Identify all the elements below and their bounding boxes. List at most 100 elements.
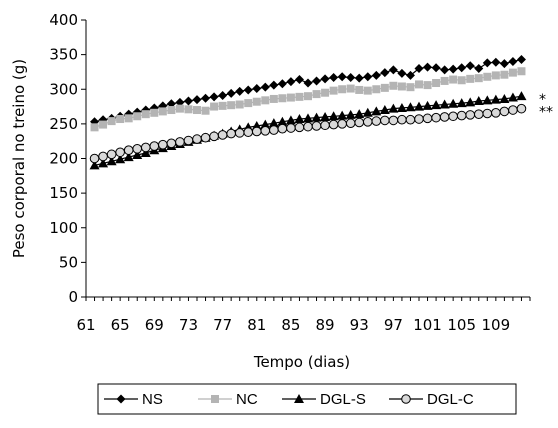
data-point-nc [141,110,150,119]
data-point-dgl-s [362,107,373,117]
data-point-dgl-c [337,119,347,129]
data-point-dgl-c [260,126,271,136]
x-tick-label: 97 [384,316,403,334]
data-point-dgl-s [499,93,510,103]
data-point-dgl-s [277,116,288,126]
data-point-nc [372,85,381,94]
data-point-ns [329,72,339,82]
data-point-nc [389,81,398,90]
data-point-ns [354,73,364,83]
data-point-nc [244,99,253,108]
x-tick-label: 77 [213,316,232,334]
data-point-dgl-c [320,120,330,131]
data-point-dgl-c [508,105,518,115]
data-point-ns [431,63,441,73]
data-point-dgl-s [448,98,459,108]
data-point-nc [508,68,517,77]
data-point-nc [380,83,389,92]
data-point-ns [491,57,501,67]
data-point-dgl-c [217,130,228,140]
data-point-dgl-s [294,114,305,124]
data-point-dgl-s [89,160,100,170]
data-point-dgl-c [448,111,458,122]
data-point-ns [448,64,458,74]
data-point-ns [294,75,304,85]
data-point-dgl-c [149,141,160,151]
data-point-dgl-c [422,113,433,124]
data-point-dgl-c [158,139,168,150]
data-point-dgl-s [337,110,348,120]
data-point-dgl-c [132,144,143,154]
data-point-dgl-s [379,105,390,115]
data-point-dgl-c [465,110,476,120]
data-point-ns [380,68,390,78]
data-point-nc [466,74,475,83]
data-point-ns [312,76,322,86]
data-point-nc [175,104,184,113]
x-axis-title: Tempo (dias) [253,353,350,371]
data-point-nc [158,107,167,116]
x-tick-label: 105 [447,316,476,334]
data-point-nc [491,71,500,80]
data-point-dgl-c [362,116,373,127]
data-point-dgl-c [286,123,296,133]
data-point-dgl-c [328,119,339,130]
data-point-ns [508,57,518,67]
data-point-nc [406,83,415,92]
data-point-ns [235,86,245,96]
data-point-nc [252,97,261,106]
data-point-nc [218,101,227,110]
data-point-ns [277,79,287,89]
data-point-ns [371,70,381,80]
data-point-nc [201,106,210,115]
data-point-dgl-s [328,111,339,121]
legend-item-ns: NS [104,391,163,408]
data-point-ns [252,84,262,94]
data-point-ns [183,96,193,106]
data-point-ns [346,72,356,82]
data-point-nc [440,76,449,85]
y-tick-label: 350 [49,46,78,64]
data-point-dgl-c [294,122,305,133]
data-point-nc [329,86,338,95]
data-point-dgl-s [456,98,467,108]
data-point-dgl-c [397,114,407,125]
data-point-nc [261,96,270,105]
data-point-nc [269,94,278,103]
data-point-dgl-c [226,128,236,139]
data-point-dgl-c [277,123,288,134]
data-point-ns [260,82,270,92]
data-point-ns [286,77,296,87]
data-point-ns [192,95,202,105]
data-point-dgl-c [106,149,117,160]
data-point-dgl-c [115,147,125,158]
y-tick-label: 100 [49,219,78,237]
data-point-ns [269,80,279,90]
x-tick-label: 101 [413,316,442,334]
data-point-ns [499,59,509,69]
data-point-dgl-c [371,116,382,126]
data-point-nc [124,114,133,123]
data-point-ns [440,65,450,75]
data-point-dgl-s [98,158,109,168]
data-point-nc [107,117,116,126]
data-point-dgl-c [175,137,185,147]
data-point-nc [286,93,295,102]
data-point-dgl-s [388,103,399,113]
y-axis-ticks: 0 50 100 150 200 250 300 350 400 [49,11,86,306]
data-point-nc [483,72,492,81]
data-point-dgl-c [243,127,254,137]
data-point-dgl-c [311,121,322,131]
significance-marker: * [539,92,546,108]
legend: NS NC DGL-S DGL-C [97,383,517,415]
data-point-nc [500,70,509,79]
data-point-nc [99,120,108,129]
data-point-nc [474,74,483,83]
data-point-ns [414,63,424,73]
data-point-dgl-c [123,145,134,155]
data-point-nc [346,84,355,93]
data-point-ns [423,62,433,72]
y-tick-label: 0 [68,288,78,306]
legend-label: DGL-S [320,391,366,408]
data-point-nc [184,105,193,114]
